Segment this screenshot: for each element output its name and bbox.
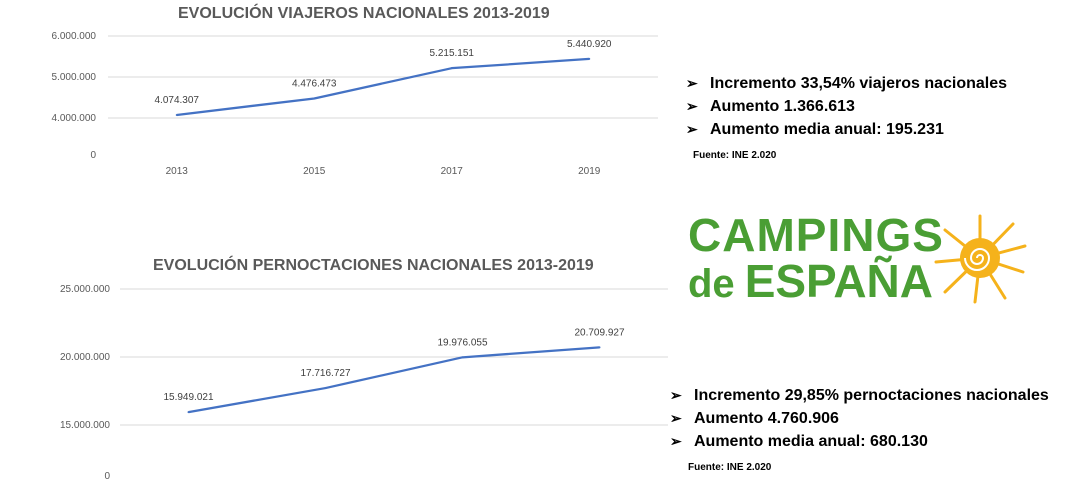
data-label: 20.709.927 xyxy=(574,327,624,338)
bullet-item: ➢ Aumento media anual: 680.130 xyxy=(670,430,1049,453)
logo-line2: de ESPAÑA xyxy=(688,258,933,304)
data-point xyxy=(324,387,327,390)
source-note-viajeros: Fuente: INE 2.020 xyxy=(693,150,777,161)
bullet-text: Aumento 1.366.613 xyxy=(710,97,855,115)
x-tick-label: 2013 xyxy=(166,166,189,177)
data-point xyxy=(598,346,601,349)
chart-title-pernoctaciones: EVOLUCIÓN PERNOCTACIONES NACIONALES 2013… xyxy=(153,257,594,274)
y-tick-label: 20.000.000 xyxy=(60,352,110,363)
bullet-item: ➢ Aumento 4.760.906 xyxy=(670,407,1049,430)
data-point xyxy=(313,97,316,100)
data-label: 19.976.055 xyxy=(437,337,487,348)
bullet-item: ➢ Aumento media anual: 195.231 xyxy=(686,118,1007,141)
bullet-text: Aumento 4.760.906 xyxy=(694,409,839,427)
arrow-bullet-icon: ➢ xyxy=(670,410,682,426)
data-label: 5.215.151 xyxy=(430,48,475,59)
bullet-text: Incremento 33,54% viajeros nacionales xyxy=(710,74,1008,92)
sun-icon xyxy=(934,214,1027,304)
bullet-item: ➢ Incremento 29,85% pernoctaciones nacio… xyxy=(670,384,1049,407)
y-tick-label: 0 xyxy=(90,150,96,161)
x-tick-label: 2019 xyxy=(578,166,601,177)
arrow-bullet-icon: ➢ xyxy=(686,121,698,137)
y-tick-label: 0 xyxy=(104,471,110,482)
data-label: 17.716.727 xyxy=(300,368,350,379)
x-tick-label: 2017 xyxy=(441,166,464,177)
series-line xyxy=(188,346,600,414)
source-note-pernoctaciones: Fuente: INE 2.020 xyxy=(688,462,772,473)
y-tick-label: 15.000.000 xyxy=(60,420,110,431)
bullet-item: ➢ Incremento 33,54% viajeros nacionales xyxy=(686,72,1007,95)
data-label: 4.074.307 xyxy=(155,95,200,106)
y-tick-label: 25.000.000 xyxy=(60,284,110,295)
campings-de-espana-logo: CAMPINGS de ESPAÑA xyxy=(688,212,1028,304)
data-point xyxy=(187,411,190,414)
bullet-list-pernoctaciones: ➢ Incremento 29,85% pernoctaciones nacio… xyxy=(670,384,1049,453)
bullet-item: ➢ Aumento 1.366.613 xyxy=(686,95,1007,118)
logo-line2-small: de xyxy=(688,262,735,306)
data-point xyxy=(461,356,464,359)
y-tick-label: 4.000.000 xyxy=(52,113,97,124)
arrow-bullet-icon: ➢ xyxy=(670,387,682,403)
data-point xyxy=(450,67,453,70)
logo-line1: CAMPINGS xyxy=(688,209,944,261)
y-tick-label: 6.000.000 xyxy=(52,31,97,42)
chart-title-viajeros: EVOLUCIÓN VIAJEROS NACIONALES 2013-2019 xyxy=(178,5,550,22)
data-label: 15.949.021 xyxy=(163,392,213,403)
data-label: 5.440.920 xyxy=(567,39,612,50)
logo-line2-main: ESPAÑA xyxy=(744,255,933,307)
bullet-text: Aumento media anual: 195.231 xyxy=(710,120,944,138)
data-label: 4.476.473 xyxy=(292,78,337,89)
series-line xyxy=(176,57,590,117)
x-tick-label: 2015 xyxy=(303,166,326,177)
arrow-bullet-icon: ➢ xyxy=(686,98,698,114)
bullet-text: Incremento 29,85% pernoctaciones naciona… xyxy=(694,386,1049,404)
arrow-bullet-icon: ➢ xyxy=(686,75,698,91)
y-tick-label: 5.000.000 xyxy=(52,72,97,83)
bullet-list-viajeros: ➢ Incremento 33,54% viajeros nacionales … xyxy=(686,72,1007,141)
arrow-bullet-icon: ➢ xyxy=(670,433,682,449)
bullet-text: Aumento media anual: 680.130 xyxy=(694,432,928,450)
data-point xyxy=(175,113,178,116)
data-point xyxy=(588,57,591,60)
